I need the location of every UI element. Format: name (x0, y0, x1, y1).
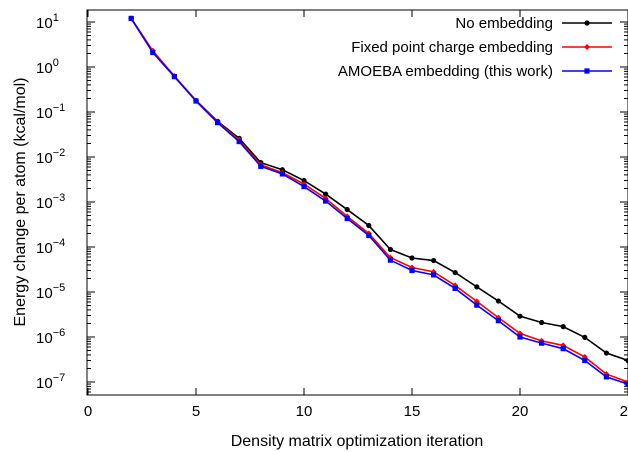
data-point (452, 285, 458, 292)
data-point (431, 257, 437, 264)
x-tick-label-20: 20 (512, 403, 529, 420)
y-tick-label-1: 101 (36, 12, 59, 32)
data-point (344, 206, 350, 213)
y-tick-label--6: 10−6 (36, 327, 65, 347)
series-2 (128, 15, 628, 387)
legend: No embedding Fixed point charge embedding… (338, 15, 612, 80)
legend-label-0: No embedding (455, 15, 553, 32)
data-point (582, 357, 588, 364)
data-point (474, 284, 480, 290)
data-point (409, 267, 415, 274)
data-point (409, 255, 415, 261)
data-point (452, 269, 458, 276)
x-tick-label-0: 0 (84, 403, 92, 420)
data-point (323, 191, 329, 197)
legend-marker-1 (584, 44, 590, 50)
legend-marker-2 (584, 68, 590, 74)
data-point (495, 298, 501, 304)
data-point (474, 302, 480, 308)
data-point (517, 334, 523, 340)
data-point (387, 246, 393, 253)
y-tick-label--1: 10−1 (36, 102, 65, 122)
data-point (539, 340, 545, 346)
data-point (560, 324, 566, 330)
y-axis-title: Energy change per atom (kcal/mol) (12, 78, 29, 327)
data-point (279, 171, 285, 177)
x-axis-title: Density matrix optimization iteration (231, 433, 484, 450)
y-tick-label--7: 10−7 (36, 372, 65, 392)
data-point (517, 313, 523, 319)
data-point (625, 357, 628, 364)
data-point (150, 49, 156, 56)
y-tick-label--2: 10−2 (36, 147, 65, 167)
data-point (258, 163, 264, 169)
data-point (560, 346, 566, 352)
y-tick-label--4: 10−4 (36, 237, 65, 257)
tick-group: 0 5 10 15 20 25 101 100 10−1 10−2 10−3 10−4 10−5 10−6… (36, 10, 628, 420)
data-point (193, 98, 199, 104)
data-point (582, 334, 588, 340)
data-point (215, 120, 221, 126)
legend-label-2: AMOEBA embedding (this work) (338, 63, 553, 80)
data-point (301, 183, 307, 190)
data-point (128, 15, 134, 22)
legend-label-1: Fixed point charge embedding (351, 39, 553, 56)
data-point (625, 381, 628, 387)
data-point (236, 138, 242, 145)
x-tick-label-10: 10 (296, 403, 313, 420)
x-tick-label-5: 5 (192, 403, 200, 420)
data-point (431, 272, 437, 278)
series-line-2 (130, 18, 628, 385)
x-tick-label-25: 25 (620, 403, 628, 420)
legend-marker-0 (584, 20, 590, 26)
data-point (366, 232, 372, 239)
data-point (387, 257, 393, 263)
data-point (539, 319, 545, 326)
data-point (344, 215, 350, 222)
series-group (128, 15, 628, 387)
y-tick-label-0: 100 (36, 57, 59, 77)
data-point (603, 350, 610, 356)
data-point (495, 318, 501, 324)
data-point (323, 198, 329, 204)
data-point (301, 177, 307, 184)
y-tick-label--5: 10−5 (36, 282, 65, 302)
y-tick-label--3: 10−3 (36, 192, 65, 212)
x-tick-label-15: 15 (404, 403, 421, 420)
data-point (171, 74, 177, 80)
data-point (366, 222, 372, 229)
data-point (603, 374, 609, 380)
